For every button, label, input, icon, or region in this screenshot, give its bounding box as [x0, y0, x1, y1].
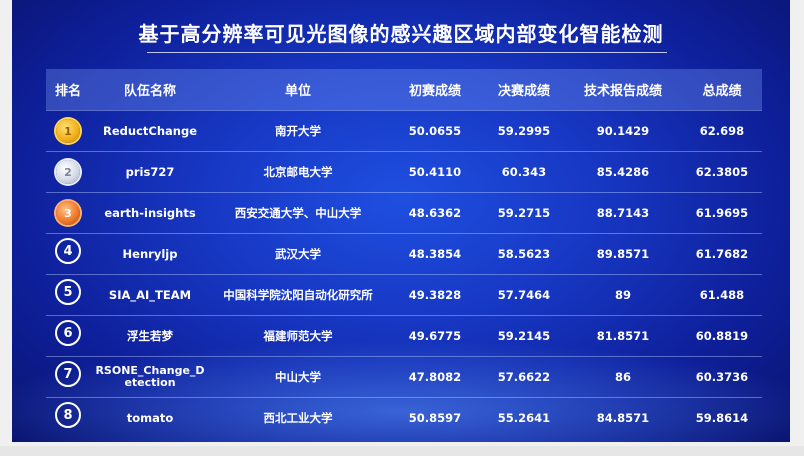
slide: 基于高分辨率可见光图像的感兴趣区域内部变化智能检测 排名 队伍名称 单位 初赛成… — [12, 0, 790, 442]
header-total: 总成绩 — [702, 84, 742, 99]
unit-name: 中山大学 — [275, 370, 321, 384]
header-report: 技术报告成绩 — [583, 84, 662, 99]
rank-badge: 7 — [55, 361, 81, 387]
prelim-score: 50.8597 — [408, 411, 462, 425]
report-score: 81.8571 — [596, 329, 650, 343]
report-score: 90.1429 — [596, 124, 650, 138]
team-name: SIA_AI_TEAM — [108, 288, 192, 302]
report-score: 85.4286 — [596, 165, 650, 179]
table-row: 2 pris727 北京邮电大学 50.4110 60.343 85.4286 … — [46, 151, 762, 192]
team-name: tomato — [126, 411, 174, 425]
header-prelim: 初赛成绩 — [408, 84, 461, 99]
report-score: 84.8571 — [596, 411, 650, 425]
unit-name: 西安交通大学、中山大学 — [234, 206, 362, 220]
unit-name: 北京邮电大学 — [263, 165, 333, 179]
table-row: 3 earth-insights 西安交通大学、中山大学 48.6362 59.… — [46, 192, 762, 233]
title-underline — [147, 52, 667, 53]
slide-title: 基于高分辨率可见光图像的感兴趣区域内部变化智能检测 — [138, 22, 664, 46]
total-score: 60.3736 — [695, 370, 749, 384]
prelim-score: 48.3854 — [408, 247, 462, 261]
team-name-text: RSONE_Change_Detection — [95, 364, 205, 389]
report-score: 88.7143 — [596, 206, 650, 220]
team-name: RSONE_Change_Detection — [90, 357, 210, 397]
final-score: 60.343 — [501, 165, 547, 179]
team-name: ReductChange — [103, 124, 197, 138]
total-score: 61.7682 — [695, 247, 749, 261]
final-score: 59.2145 — [497, 329, 551, 343]
header-rank: 排名 — [54, 84, 81, 99]
prelim-score: 48.6362 — [408, 206, 462, 220]
table-row: 5 SIA_AI_TEAM 中国科学院沈阳自动化研究所 49.3828 57.7… — [46, 274, 762, 315]
final-score: 55.2641 — [497, 411, 551, 425]
bronze-medal-icon: 3 — [56, 201, 80, 225]
team-name: pris727 — [125, 165, 175, 179]
report-score: 89 — [614, 288, 631, 302]
total-score: 59.8614 — [695, 411, 749, 425]
total-score: 61.488 — [699, 288, 745, 302]
unit-name: 武汉大学 — [275, 247, 321, 261]
prelim-score: 47.8082 — [408, 370, 462, 384]
rank-badge: 5 — [55, 279, 81, 305]
table-row: 1 ReductChange 南开大学 50.0655 59.2995 90.1… — [46, 110, 762, 151]
final-score: 59.2995 — [497, 124, 551, 138]
header-team: 队伍名称 — [123, 84, 176, 99]
final-score: 57.7464 — [497, 288, 551, 302]
table-header: 排名 队伍名称 单位 初赛成绩 决赛成绩 技术报告成绩 总成绩 — [46, 69, 762, 110]
bottom-bar — [0, 446, 804, 456]
final-score: 57.6622 — [497, 370, 551, 384]
table-row: 6 浮生若梦 福建师范大学 49.6775 59.2145 81.8571 60… — [46, 315, 762, 356]
total-score: 62.3805 — [695, 165, 749, 179]
silver-medal-icon: 2 — [56, 160, 80, 184]
report-score: 89.8571 — [596, 247, 650, 261]
gold-medal-icon: 1 — [56, 119, 80, 143]
prelim-score: 50.4110 — [408, 165, 462, 179]
rank-badge: 8 — [55, 402, 81, 428]
results-table: 排名 队伍名称 单位 初赛成绩 决赛成绩 技术报告成绩 总成绩 1 Reduct… — [46, 69, 762, 438]
final-score: 58.5623 — [497, 247, 551, 261]
unit-name: 南开大学 — [275, 124, 321, 138]
rank-badge: 6 — [55, 320, 81, 346]
final-score: 59.2715 — [497, 206, 551, 220]
unit-name: 中国科学院沈阳自动化研究所 — [223, 288, 373, 302]
unit-name: 福建师范大学 — [263, 329, 333, 343]
team-name: Henryljp — [122, 247, 178, 261]
team-name: earth-insights — [104, 206, 196, 220]
total-score: 60.8819 — [695, 329, 749, 343]
report-score: 86 — [614, 370, 631, 384]
prelim-score: 50.0655 — [408, 124, 462, 138]
table-row: 4 Henryljp 武汉大学 48.3854 58.5623 89.8571 … — [46, 233, 762, 274]
header-final: 决赛成绩 — [497, 84, 550, 99]
prelim-score: 49.3828 — [408, 288, 462, 302]
table-row: 7 RSONE_Change_Detection 中山大学 47.8082 57… — [46, 356, 762, 397]
unit-name: 西北工业大学 — [263, 411, 333, 425]
prelim-score: 49.6775 — [408, 329, 462, 343]
team-name: 浮生若梦 — [127, 329, 173, 343]
header-unit: 单位 — [284, 84, 311, 99]
rank-badge: 4 — [55, 238, 81, 264]
total-score: 61.9695 — [695, 206, 749, 220]
total-score: 62.698 — [699, 124, 745, 138]
table-row: 8 tomato 西北工业大学 50.8597 55.2641 84.8571 … — [46, 397, 762, 438]
